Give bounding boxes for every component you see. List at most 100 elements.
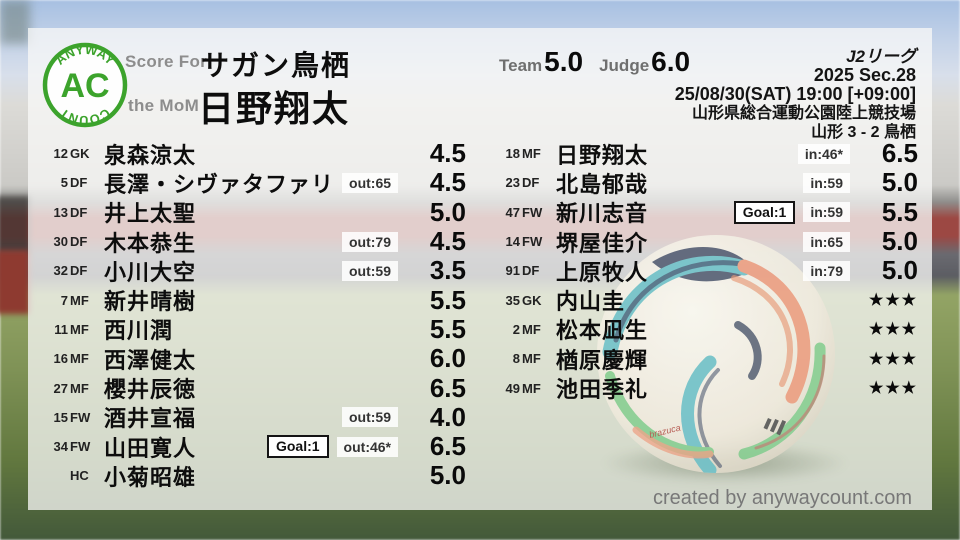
sub-badge: out:46* bbox=[336, 436, 398, 457]
player-row: HC 小菊昭雄 5.0 bbox=[42, 460, 466, 490]
sub-badge: in:46* bbox=[797, 143, 850, 164]
player-position: MF bbox=[522, 321, 541, 337]
player-row: 11 MF 西川潤 5.5 bbox=[42, 313, 466, 344]
player-number: 49 bbox=[505, 380, 520, 396]
player-stars: ★★★ bbox=[868, 321, 918, 339]
player-position: DF bbox=[522, 175, 540, 191]
player-stars: ★★★ bbox=[868, 350, 918, 368]
sub-badge: out:59 bbox=[342, 260, 398, 281]
player-name: 櫻井辰徳 bbox=[104, 377, 197, 403]
player-name: 西澤健太 bbox=[104, 347, 197, 373]
sub-badge: in:59 bbox=[803, 202, 850, 223]
player-row: 7 MF 新井晴樹 5.5 bbox=[42, 284, 466, 315]
player-position: GK bbox=[522, 292, 542, 308]
player-position: DF bbox=[70, 234, 88, 250]
player-name: 内山圭 bbox=[556, 289, 626, 315]
photo-stands-edge bbox=[0, 196, 30, 254]
player-position: MF bbox=[522, 380, 541, 396]
player-score: 5.5 bbox=[429, 284, 466, 315]
player-position: GK bbox=[70, 146, 90, 162]
starters-list: 12 GK 泉森涼太 4.5 5 DF 長澤・シヴァタファリ out:65 4.5 13 DF 井上太… bbox=[42, 138, 466, 491]
player-number: 27 bbox=[53, 380, 68, 396]
player-row: 15 FW 酒井宣福 out:59 4.0 bbox=[42, 402, 466, 432]
player-position: FW bbox=[522, 234, 543, 250]
player-name: 新川志音 bbox=[556, 201, 649, 227]
player-position: MF bbox=[522, 146, 541, 162]
player-name: 池田季礼 bbox=[556, 377, 649, 403]
player-position: MF bbox=[70, 351, 89, 367]
svg-text:COUNT: COUNT bbox=[57, 105, 113, 128]
player-score: 6.5 bbox=[429, 431, 466, 462]
score-for-label: Score For bbox=[125, 52, 208, 71]
player-number: 14 bbox=[505, 234, 520, 250]
photo-red-object bbox=[0, 250, 30, 314]
player-number: 30 bbox=[53, 234, 68, 250]
player-score: 5.5 bbox=[881, 196, 918, 227]
player-number: 13 bbox=[53, 204, 68, 220]
player-row: 35 GK 内山圭 ★★★ bbox=[494, 285, 918, 314]
player-name: 北島郁哉 bbox=[556, 171, 649, 197]
goal-badge: Goal:1 bbox=[266, 435, 329, 459]
player-name: 新井晴樹 bbox=[104, 289, 197, 315]
player-row: 32 DF 小川大空 out:59 3.5 bbox=[42, 255, 466, 286]
player-name: 小菊昭雄 bbox=[104, 464, 197, 490]
player-row: 47 FW 新川志音 Goal:1 in:59 5.5 bbox=[494, 196, 918, 227]
player-name: 山田寛人 bbox=[104, 435, 197, 461]
substitutes-list: 18 MF 日野翔太 in:46* 6.5 23 DF 北島郁哉 in:59 5.0 47 FW 新川志… bbox=[494, 138, 918, 403]
season-section: 2025 Sec.28 bbox=[813, 65, 916, 85]
final-score: 山形 3 - 2 鳥栖 bbox=[811, 124, 916, 141]
mom-label: the MoM bbox=[128, 96, 200, 115]
player-position: MF bbox=[70, 321, 89, 337]
player-score: 5.0 bbox=[881, 226, 918, 257]
player-number: 32 bbox=[53, 263, 68, 279]
player-name: 堺屋佳介 bbox=[556, 230, 649, 256]
player-number: 12 bbox=[53, 146, 68, 162]
team-name: サガン鳥栖 bbox=[201, 50, 352, 81]
anywaycount-logo: ANYWAY COUNT AC bbox=[42, 42, 128, 128]
player-score: 5.0 bbox=[881, 255, 918, 286]
player-position: FW bbox=[70, 409, 91, 425]
goal-badge: Goal:1 bbox=[733, 200, 796, 224]
player-name: 泉森涼太 bbox=[104, 142, 197, 168]
player-score: 6.0 bbox=[429, 343, 466, 374]
player-position: DF bbox=[70, 175, 88, 191]
player-name: 長澤・シヴァタファリ bbox=[104, 171, 335, 197]
player-number: 2 bbox=[512, 321, 520, 337]
average-scores: Team 5.0 Judge 6.0 bbox=[499, 46, 690, 78]
sub-badge: in:65 bbox=[803, 231, 850, 252]
player-position: DF bbox=[70, 204, 88, 220]
player-name: 松本凪生 bbox=[556, 318, 649, 344]
player-number: 11 bbox=[54, 321, 68, 337]
player-number: 15 bbox=[53, 409, 68, 425]
player-number: 23 bbox=[505, 175, 520, 191]
player-score: 4.5 bbox=[429, 226, 466, 257]
player-position: HC bbox=[70, 468, 89, 484]
player-row: 2 MF 松本凪生 ★★★ bbox=[494, 315, 918, 344]
player-number: 18 bbox=[505, 146, 520, 162]
logo-monogram: AC bbox=[60, 67, 109, 105]
player-score: 5.5 bbox=[429, 313, 466, 344]
player-row: 18 MF 日野翔太 in:46* 6.5 bbox=[494, 138, 918, 168]
judge-score-label: Judge bbox=[599, 56, 650, 75]
judge-score-value: 6.0 bbox=[651, 46, 691, 77]
player-score: 3.5 bbox=[429, 255, 466, 286]
player-stars: ★★★ bbox=[868, 380, 918, 398]
player-position: DF bbox=[70, 263, 88, 279]
player-row: 27 MF 櫻井辰徳 6.5 bbox=[42, 372, 466, 403]
player-number: 8 bbox=[512, 351, 520, 367]
player-name: 西川潤 bbox=[104, 318, 174, 344]
player-name: 井上太聖 bbox=[104, 201, 197, 227]
mom-name: 日野翔太 bbox=[198, 88, 351, 129]
player-name: 木本恭生 bbox=[104, 230, 197, 256]
player-row: 13 DF 井上太聖 5.0 bbox=[42, 197, 466, 227]
match-info-block: J2リーグ 2025 Sec.28 25/08/30(SAT) 19:00 [+… bbox=[675, 47, 916, 142]
player-row: 12 GK 泉森涼太 4.5 bbox=[42, 138, 466, 168]
player-row: 16 MF 西澤健太 6.0 bbox=[42, 343, 466, 374]
venue-name: 山形県総合運動公園陸上競技場 bbox=[691, 105, 916, 122]
player-position: FW bbox=[70, 439, 91, 455]
player-name: 日野翔太 bbox=[556, 142, 649, 168]
player-number: 16 bbox=[53, 351, 68, 367]
player-row: 8 MF 楢原慶輝 ★★★ bbox=[494, 344, 918, 373]
player-score: 6.5 bbox=[429, 372, 466, 403]
player-name: 小川大空 bbox=[104, 259, 197, 285]
